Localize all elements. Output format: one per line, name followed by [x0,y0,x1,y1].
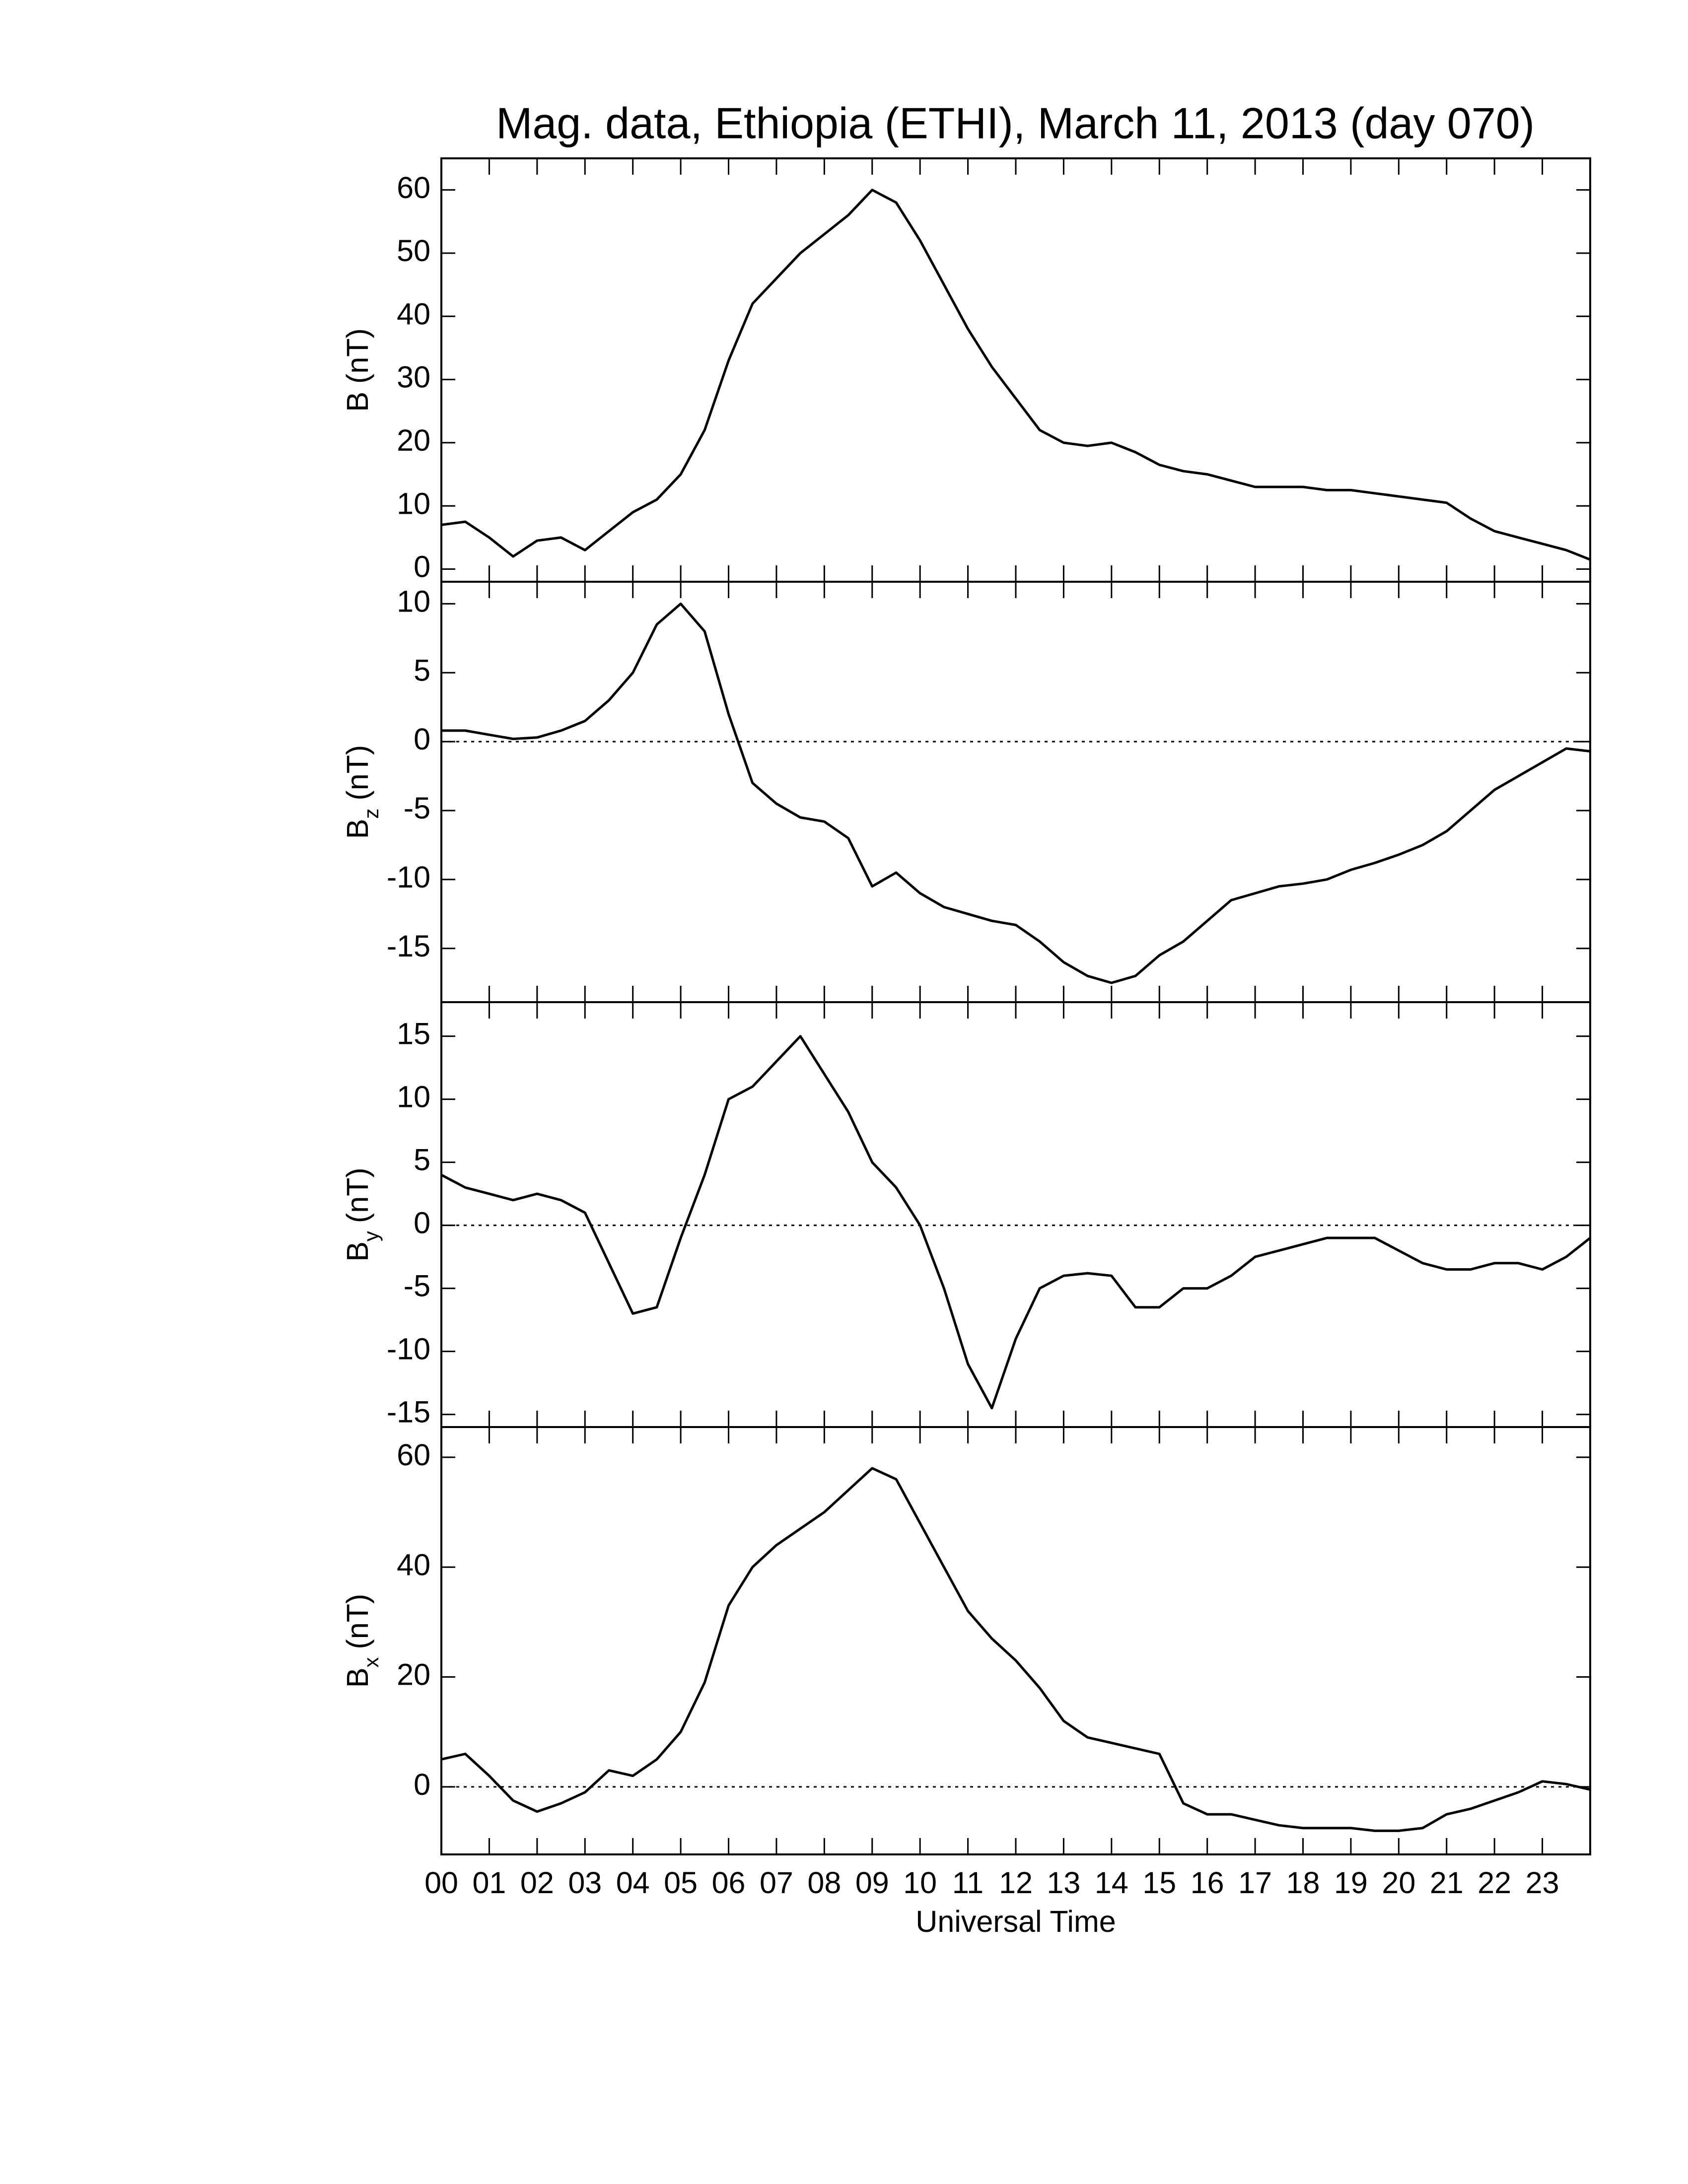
y-axis-label: By (nT) [341,1167,383,1262]
y-tick-label: 10 [397,1080,430,1114]
y-tick-label: 20 [397,1658,430,1692]
y-tick-label: 60 [397,1438,430,1472]
x-tick-label: 21 [1430,1866,1464,1900]
y-tick-label: 10 [397,585,430,618]
data-line [440,1035,1591,1410]
y-tick-label: 40 [397,297,430,331]
data-line [441,1467,1591,1832]
y-label-subscript: x [359,1657,383,1668]
x-tick-label: 18 [1286,1866,1320,1900]
x-tick-label: 00 [424,1866,458,1900]
y-label-unit: (nT) [341,745,374,801]
y-label-unit: (nT) [341,328,374,384]
y-tick-label: 60 [397,171,430,205]
y-label-text: B [341,1241,374,1262]
y-label-text: B [341,392,374,412]
y-tick-label: 0 [414,550,430,584]
x-tick-label: 03 [568,1866,602,1900]
x-tick-label: 16 [1191,1866,1224,1900]
y-tick-label: 10 [397,486,430,520]
data-line [441,602,1591,984]
x-tick-label: 04 [616,1866,650,1900]
y-tick-label: -15 [387,1395,430,1429]
data-line [441,189,1591,561]
x-tick-label: 11 [952,1866,984,1900]
y-tick-label: 0 [414,1768,430,1801]
x-tick-label: 07 [760,1866,793,1900]
x-tick-label: 02 [520,1866,554,1900]
plot-frame [440,1426,1591,1855]
y-tick-label: 0 [414,1206,430,1240]
y-axis-label: Bz (nT) [341,745,383,839]
x-tick-label: 08 [807,1866,841,1900]
y-label-text: B [341,1668,374,1688]
y-tick-label: -10 [387,860,430,894]
x-tick-label: 17 [1238,1866,1272,1900]
y-tick-label: 15 [397,1017,430,1051]
chart-title: Mag. data, Ethiopia (ETHI), March 11, 20… [496,98,1535,147]
y-tick-label: 5 [414,653,430,687]
y-tick-label: 5 [414,1143,430,1177]
y-tick-label: -5 [404,1269,430,1303]
y-label-subscript: y [359,1231,383,1241]
y-axis-label: Bx (nT) [341,1594,383,1688]
x-tick-label: 23 [1526,1866,1559,1900]
x-tick-label: 22 [1477,1866,1511,1900]
x-tick-label: 05 [664,1866,698,1900]
y-tick-label: -10 [387,1332,430,1366]
x-tick-label: 09 [855,1866,889,1900]
y-tick-label: 20 [397,423,430,457]
x-tick-label: 20 [1382,1866,1415,1900]
y-tick-label: 40 [397,1548,430,1581]
y-axis-label: B (nT) [341,328,374,412]
y-label-subscript: z [359,809,383,819]
x-tick-label: 12 [999,1866,1033,1900]
y-tick-label: 50 [397,234,430,268]
y-label-unit: (nT) [341,1594,374,1649]
y-tick-label: 0 [414,722,430,756]
y-label-text: B [341,819,374,839]
x-tick-label: 15 [1142,1866,1176,1900]
y-tick-label: -5 [404,791,430,825]
x-axis-label: Universal Time [915,1905,1116,1938]
x-tick-label: 01 [472,1866,506,1900]
x-tick-label: 19 [1334,1866,1368,1900]
y-tick-label: -15 [387,929,430,963]
x-tick-label: 10 [903,1866,937,1900]
x-tick-label: 14 [1095,1866,1128,1900]
y-tick-label: 30 [397,360,430,394]
x-tick-label: 06 [712,1866,746,1900]
y-label-unit: (nT) [341,1167,374,1223]
x-tick-label: 13 [1047,1866,1080,1900]
